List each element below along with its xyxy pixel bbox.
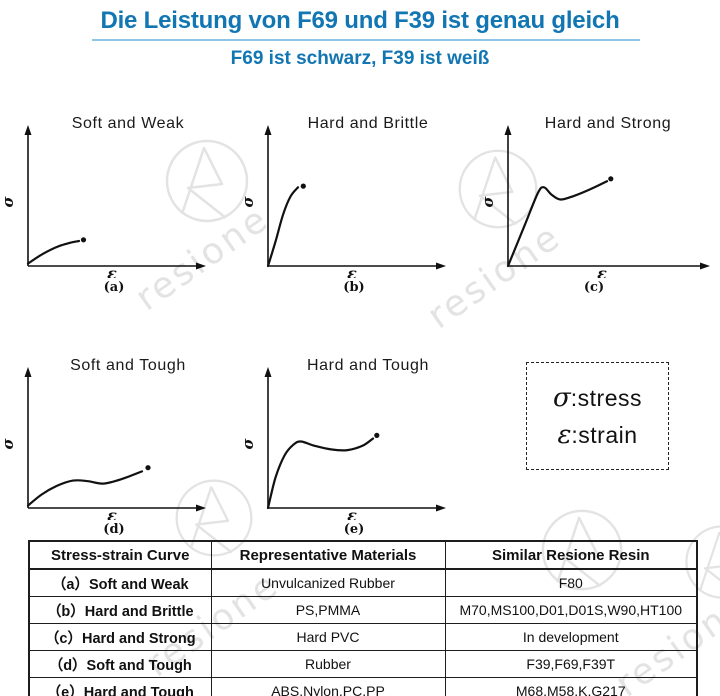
epsilon-axis-label: ε bbox=[347, 264, 357, 278]
material-cell: PS,PMMA bbox=[210, 596, 446, 624]
resin-cell: F39,F69,F39T bbox=[444, 650, 698, 678]
stress-strain-curve bbox=[26, 470, 144, 507]
chart-title: Soft and Tough bbox=[70, 357, 186, 374]
y-axis-arrow-icon bbox=[504, 125, 512, 135]
table-row: （b）Hard and Brittle PS,PMMA M70,MS100,D0… bbox=[28, 596, 698, 624]
x-axis-arrow-icon bbox=[196, 504, 206, 512]
resin-cell: M70,MS100,D01,D01S,W90,HT100 bbox=[444, 596, 698, 624]
epsilon-symbol: ε bbox=[557, 419, 572, 450]
col-header-curve: Stress-strain Curve bbox=[28, 540, 212, 570]
stress-strain-curve bbox=[266, 186, 300, 268]
break-point-dot bbox=[145, 465, 151, 471]
x-axis-arrow-icon bbox=[436, 504, 446, 512]
chart-hard-and-tough: Hard and Tough σ ε (e) bbox=[240, 340, 480, 537]
chart-caption: (d) bbox=[103, 522, 125, 537]
chart-hard-and-strong: Hard and Strong σ ε (c) bbox=[480, 98, 720, 295]
y-axis-arrow-icon bbox=[264, 125, 272, 135]
legend-stress-line: σ:stress bbox=[553, 383, 642, 413]
stress-strain-curve bbox=[266, 437, 375, 510]
page-title: Die Leistung von F69 und F39 ist genau g… bbox=[100, 7, 620, 34]
x-axis-arrow-icon bbox=[196, 262, 206, 270]
x-axis-arrow-icon bbox=[436, 262, 446, 270]
sigma-axis-label: σ bbox=[480, 196, 497, 208]
sigma-axis-label: σ bbox=[0, 196, 17, 208]
chart-caption: (b) bbox=[343, 280, 365, 295]
materials-table: Stress-strain Curve Representative Mater… bbox=[28, 540, 698, 696]
chart-title: Hard and Brittle bbox=[308, 115, 429, 132]
resin-cell: M68,M58,K,G217 bbox=[444, 677, 698, 696]
symbol-legend: σ:stress ε:strain bbox=[526, 362, 669, 470]
x-axis-arrow-icon bbox=[700, 262, 710, 270]
sigma-axis-label: σ bbox=[240, 196, 257, 208]
epsilon-axis-label: ε bbox=[107, 506, 117, 520]
break-point-dot bbox=[80, 237, 87, 243]
table-row: （e）Hard and Tough ABS,Nylon,PC,PP M68,M5… bbox=[28, 677, 698, 696]
curve-cell: （c）Hard and Strong bbox=[28, 623, 212, 651]
chart-hard-and-brittle: Hard and Brittle σ ε (b) bbox=[240, 98, 480, 295]
col-header-resin: Similar Resione Resin bbox=[444, 540, 698, 570]
strain-label: :strain bbox=[571, 421, 638, 448]
chart-title: Hard and Strong bbox=[545, 115, 671, 132]
table-row: （d）Soft and Tough Rubber F39,F69,F39T bbox=[28, 650, 698, 678]
material-cell: Rubber bbox=[210, 650, 446, 678]
table-header-row: Stress-strain Curve Representative Mater… bbox=[28, 540, 698, 570]
material-cell: Unvulcanized Rubber bbox=[210, 568, 446, 597]
table-row: （c）Hard and Strong Hard PVC In developme… bbox=[28, 623, 698, 651]
col-header-materials: Representative Materials bbox=[210, 540, 446, 570]
y-axis-arrow-icon bbox=[24, 125, 32, 135]
sigma-axis-label: σ bbox=[240, 438, 257, 450]
chart-soft-and-weak: Soft and Weak σ ε (a) bbox=[0, 98, 240, 295]
y-axis-arrow-icon bbox=[264, 367, 272, 377]
stress-strain-curve bbox=[506, 180, 609, 268]
resin-cell: F80 bbox=[444, 568, 698, 597]
break-point-dot bbox=[300, 183, 306, 189]
legend-strain-line: ε:strain bbox=[557, 420, 637, 450]
stress-label: :stress bbox=[570, 384, 642, 411]
curve-cell: （d）Soft and Tough bbox=[28, 650, 212, 678]
curve-cell: （e）Hard and Tough bbox=[28, 677, 212, 696]
resin-cell: In development bbox=[444, 623, 698, 651]
chart-title: Soft and Weak bbox=[72, 115, 185, 132]
chart-caption: (c) bbox=[583, 280, 605, 295]
break-point-dot bbox=[374, 432, 380, 438]
stress-strain-curve bbox=[26, 239, 81, 265]
material-cell: ABS,Nylon,PC,PP bbox=[210, 677, 446, 696]
epsilon-axis-label: ε bbox=[107, 264, 117, 278]
curve-cell: （a）Soft and Weak bbox=[28, 568, 212, 597]
chart-caption: (a) bbox=[103, 280, 125, 295]
sigma-symbol: σ bbox=[553, 382, 571, 413]
chart-caption: (e) bbox=[343, 522, 365, 537]
chart-title: Hard and Tough bbox=[307, 357, 429, 374]
title-underline bbox=[92, 39, 640, 41]
table-row: （a）Soft and Weak Unvulcanized Rubber F80 bbox=[28, 568, 698, 597]
epsilon-axis-label: ε bbox=[597, 264, 607, 278]
epsilon-axis-label: ε bbox=[347, 506, 357, 520]
page-subtitle: F69 ist schwarz, F39 ist weiß bbox=[230, 48, 490, 69]
sigma-axis-label: σ bbox=[0, 438, 17, 450]
break-point-dot bbox=[608, 176, 614, 182]
y-axis-arrow-icon bbox=[24, 367, 32, 377]
material-cell: Hard PVC bbox=[210, 623, 446, 651]
chart-soft-and-tough: Soft and Tough σ ε (d) bbox=[0, 340, 240, 537]
curve-cell: （b）Hard and Brittle bbox=[28, 596, 212, 624]
